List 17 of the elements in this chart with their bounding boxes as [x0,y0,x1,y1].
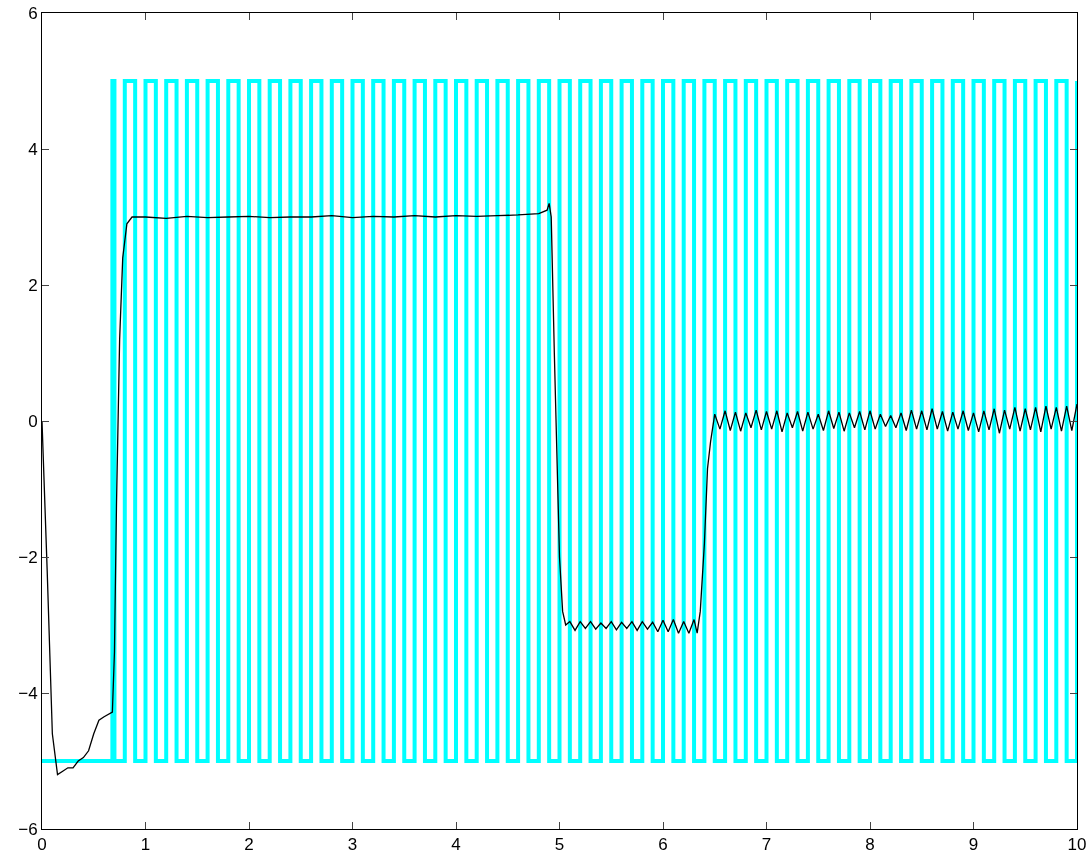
x-tick-label: 9 [968,835,979,855]
x-tick-label: 8 [865,835,875,855]
x-tick-label: 10 [1067,835,1087,855]
y-tick-label: −2 [18,547,38,567]
y-tick-label: −6 [18,819,38,839]
x-tick-label: 7 [761,835,772,855]
x-tick-label: 3 [347,835,358,855]
y-tick-label: 4 [28,139,38,159]
y-tick-label: −4 [18,683,38,703]
y-tick-label: 6 [28,3,38,23]
x-tick-label: 5 [554,835,565,855]
x-tick-label: 1 [140,835,151,855]
y-tick-label: 0 [28,411,38,431]
x-tick-label: 2 [244,835,254,855]
x-tick-label: 4 [451,835,461,855]
x-tick-label: 6 [658,835,668,855]
y-tick-label: 2 [28,275,38,295]
